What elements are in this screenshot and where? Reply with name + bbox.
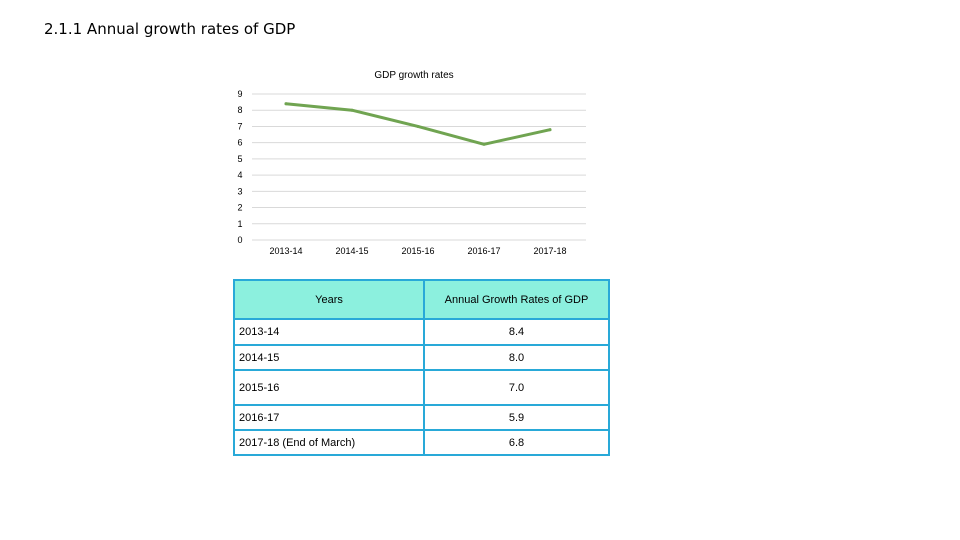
data-point (482, 142, 486, 146)
y-tick-label: 5 (237, 154, 242, 164)
table-cell-year: 2016-17 (233, 404, 425, 431)
y-axis: 0 1 2 3 4 5 6 7 8 9 (237, 89, 242, 245)
y-tick-label: 7 (237, 121, 242, 131)
data-point (416, 124, 420, 128)
table-cell-value: 5.9 (423, 404, 610, 431)
x-tick-label: 2017-18 (533, 246, 566, 256)
table-cell-year: 2017-18 (End of March) (233, 429, 425, 456)
table-row: 2016-17 5.9 (233, 404, 610, 431)
gdp-table: Years Annual Growth Rates of GDP 2013-14… (233, 279, 610, 456)
table-cell-value: 7.0 (423, 369, 610, 406)
table-row: 2013-14 8.4 (233, 318, 610, 346)
x-axis: 2013-14 2014-15 2015-16 2016-17 2017-18 (269, 246, 566, 256)
x-tick-label: 2014-15 (335, 246, 368, 256)
chart-grid (252, 93, 586, 241)
slide-title: 2.1.1 Annual growth rates of GDP (44, 20, 296, 38)
x-tick-label: 2013-14 (269, 246, 302, 256)
line-chart: GDP growth rates 0 1 2 3 4 5 6 7 8 9 2013-14 2014-… (237, 70, 586, 256)
y-tick-label: 2 (237, 203, 242, 213)
table-cell-year: 2013-14 (233, 318, 425, 346)
y-tick-label: 3 (237, 186, 242, 196)
table-header-years: Years (233, 279, 425, 320)
table-cell-value: 8.0 (423, 344, 610, 371)
table-cell-year: 2015-16 (233, 369, 425, 406)
y-tick-label: 8 (237, 105, 242, 115)
data-point (284, 102, 288, 106)
table-cell-value: 8.4 (423, 318, 610, 346)
table-cell-year: 2014-15 (233, 344, 425, 371)
y-tick-label: 9 (237, 89, 242, 99)
y-tick-label: 0 (237, 235, 242, 245)
data-point (548, 128, 552, 132)
chart-series (284, 102, 552, 146)
table-cell-value: 6.8 (423, 429, 610, 456)
chart-title: GDP growth rates (374, 70, 453, 81)
table-header-growth-rate: Annual Growth Rates of GDP (423, 279, 610, 320)
y-tick-label: 1 (237, 219, 242, 229)
data-point (350, 108, 354, 112)
table-row: 2015-16 7.0 (233, 369, 610, 406)
y-tick-label: 6 (237, 138, 242, 148)
table-row: 2017-18 (End of March) 6.8 (233, 429, 610, 456)
table-header-row: Years Annual Growth Rates of GDP (233, 279, 610, 320)
x-tick-label: 2015-16 (401, 246, 434, 256)
table-row: 2014-15 8.0 (233, 344, 610, 371)
y-tick-label: 4 (237, 170, 242, 180)
x-tick-label: 2016-17 (467, 246, 500, 256)
